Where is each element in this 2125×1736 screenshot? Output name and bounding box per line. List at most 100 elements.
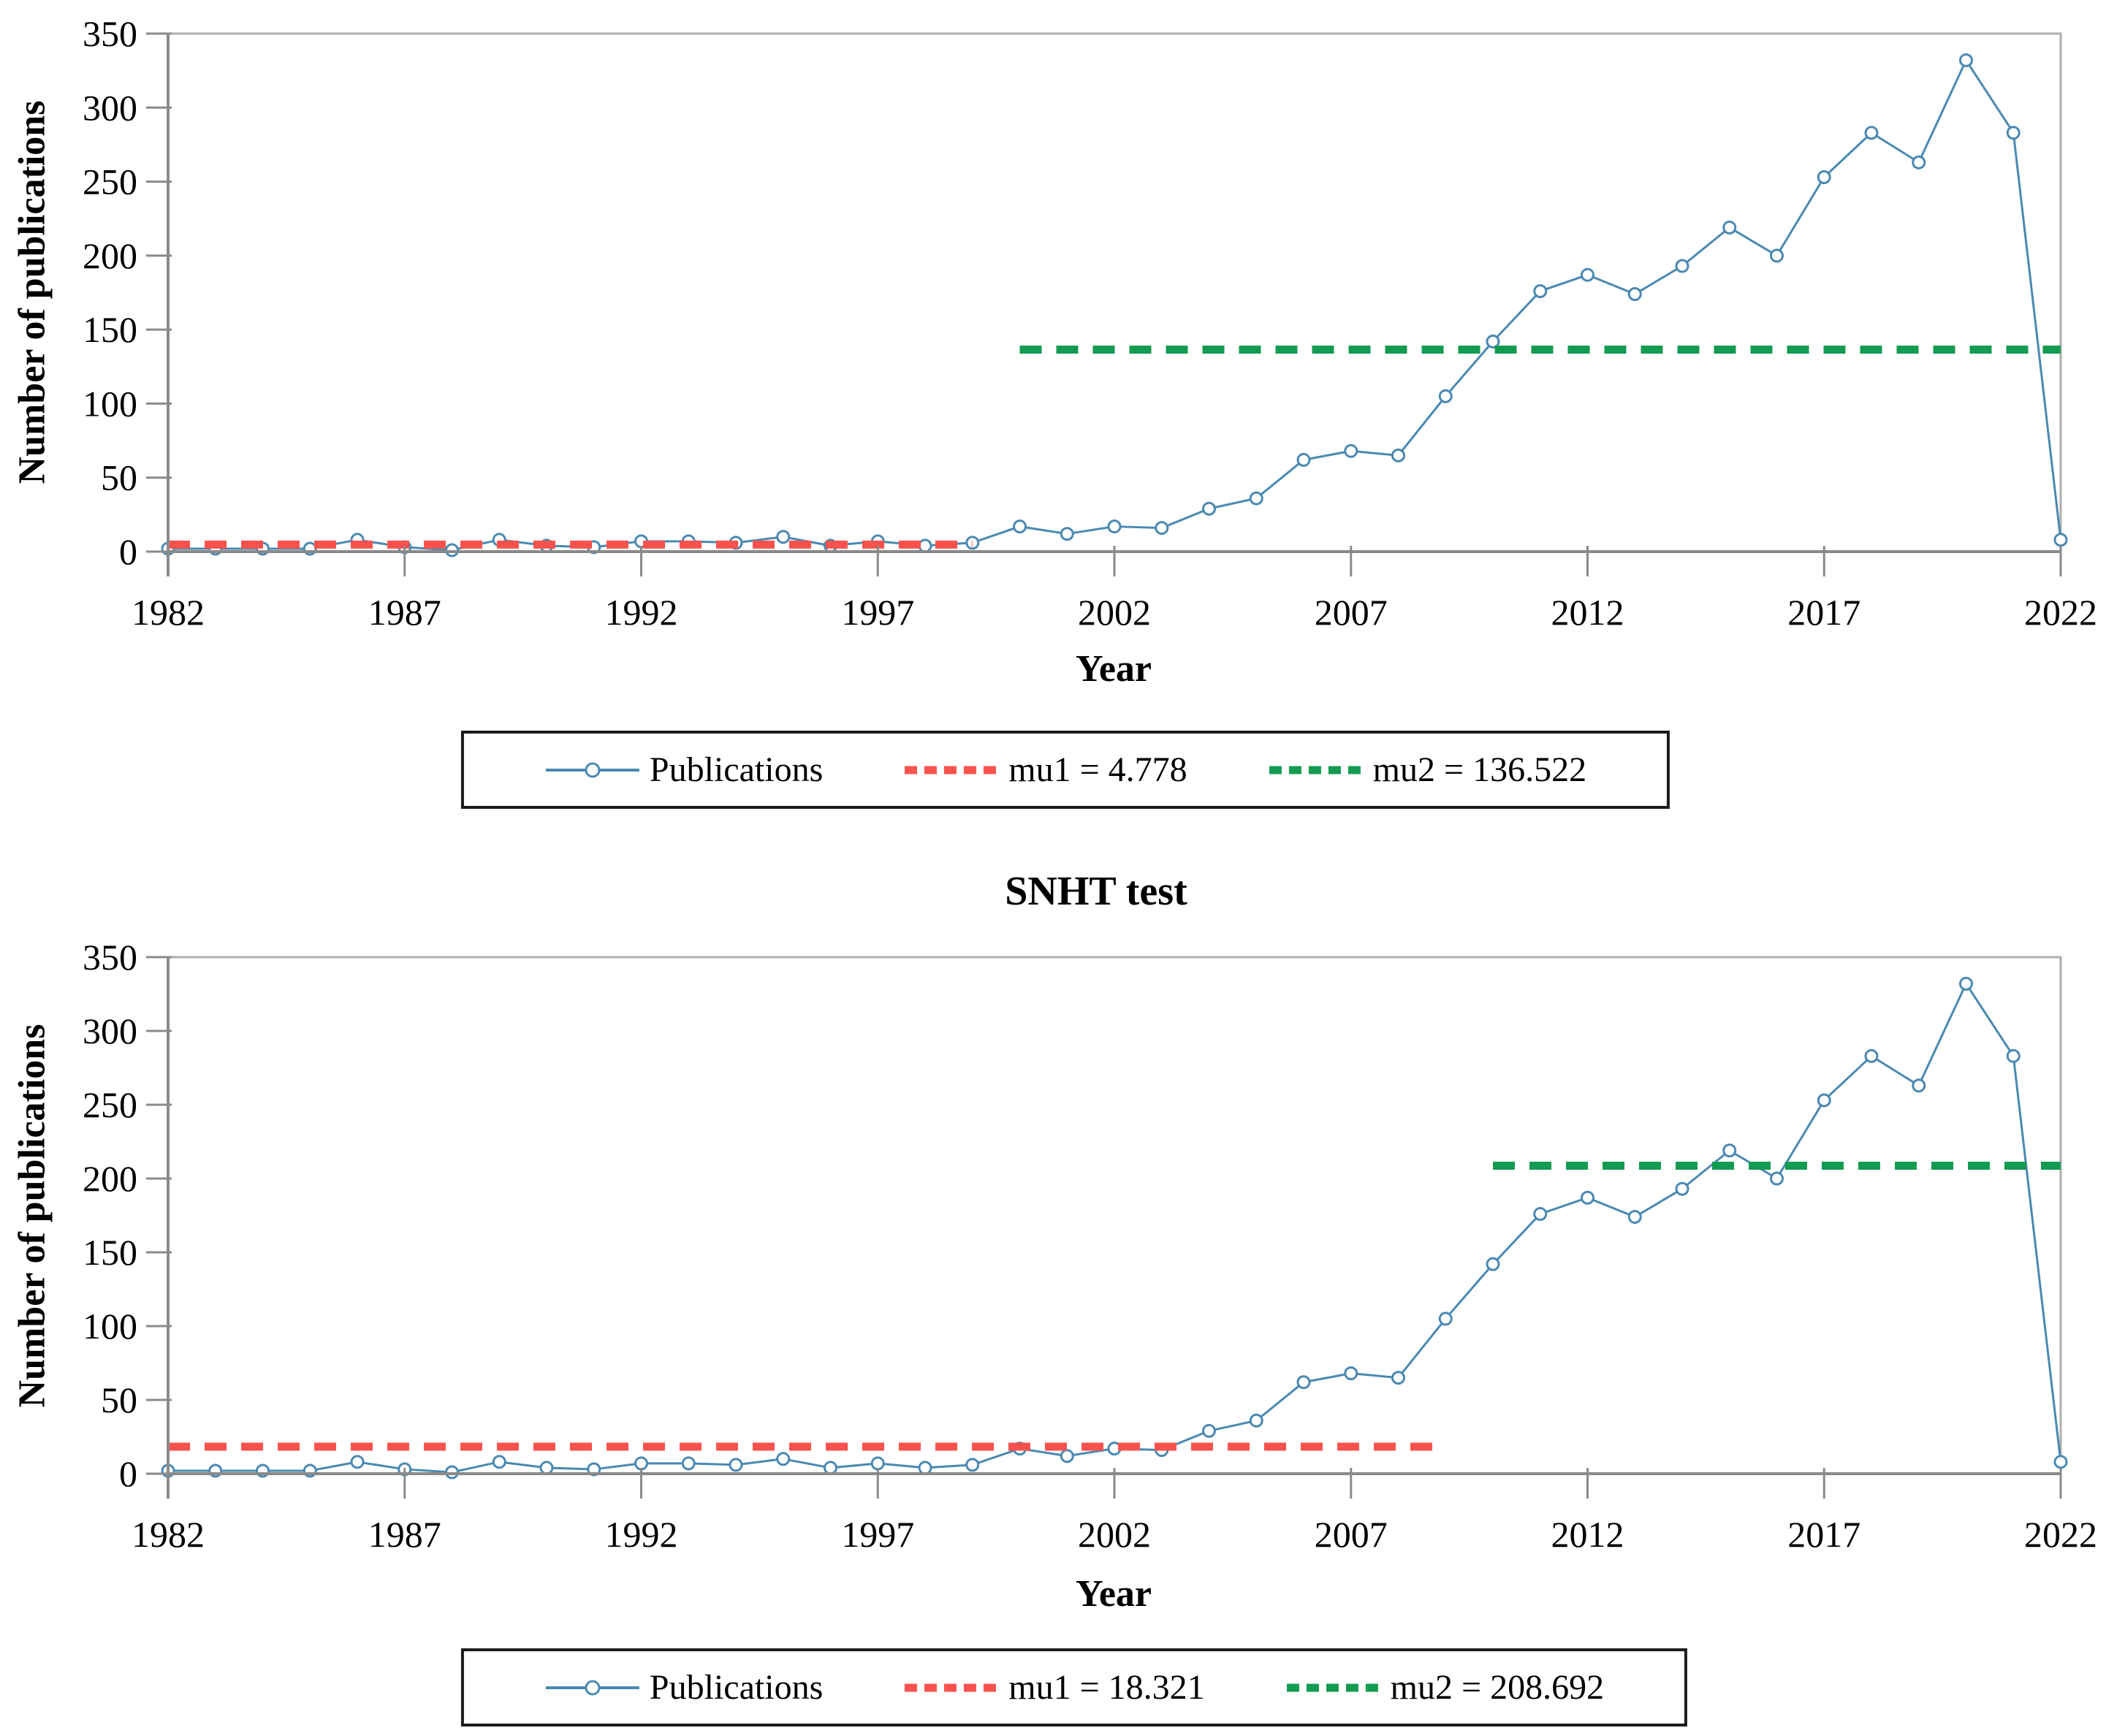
publications-line-key (545, 762, 639, 777)
publications-point (965, 1458, 980, 1472)
x-axis-title: Year (1076, 1573, 1152, 1615)
legend: Publications mu1 = 4.778 mu2 = 136.522 (460, 731, 1670, 809)
legend-label-mu2: mu2 = 208.692 (1390, 1668, 1605, 1707)
publications-point (1817, 170, 1831, 184)
legend-item-publications: Publications (544, 1667, 823, 1708)
publications-point (1675, 259, 1689, 273)
publications-point (1864, 1048, 1879, 1063)
plot-border (167, 956, 2062, 1475)
publications-point (1912, 1078, 1926, 1093)
publications-point (1817, 1093, 1831, 1108)
publications-point (445, 1465, 459, 1480)
publications-point (634, 1456, 648, 1471)
publications-point (1486, 1257, 1500, 1271)
publications-point (1344, 1366, 1358, 1381)
publications-point (1438, 1311, 1453, 1326)
publications-point (1770, 248, 1784, 263)
legend-label-mu2: mu2 = 136.522 (1372, 750, 1587, 789)
snht-chart-plot: 0 50 100 150 200 250 300 350 1982 1987 1992 1997 200… (83, 937, 2097, 1555)
publications-point (681, 1456, 696, 1471)
publications-point (2053, 1455, 2068, 1469)
x-tick-label: 2007 (1315, 1514, 1388, 1555)
y-tick-label: 300 (83, 87, 137, 128)
publications-point (1249, 1413, 1263, 1428)
publications-point (1959, 53, 1973, 67)
chart-title-snht: SNHT test (1005, 869, 1187, 914)
publications-point (2053, 533, 2068, 547)
legend-item-publications: Publications (544, 750, 823, 790)
publications-point (1627, 287, 1642, 302)
y-tick-label: 150 (83, 1232, 137, 1273)
mu2-dashed-line-key (1269, 766, 1363, 774)
legend-label-publications: Publications (649, 1668, 824, 1707)
mu1-dashed-line-key (905, 1683, 999, 1691)
y-tick-label: 50 (101, 457, 137, 498)
y-tick-label: 350 (83, 937, 137, 978)
publications-point (918, 1461, 932, 1475)
x-tick-label: 1987 (368, 592, 441, 633)
mu2-dashed-line-key (1286, 1683, 1380, 1691)
y-tick-label: 100 (83, 383, 137, 424)
y-tick-label: 50 (101, 1379, 137, 1420)
publications-point (445, 543, 459, 557)
publications-point (1296, 452, 1311, 467)
y-tick-label: 100 (83, 1306, 137, 1347)
legend-label-mu1: mu1 = 18.321 (1008, 1668, 1205, 1707)
x-tick-label: 2017 (1787, 1514, 1860, 1555)
y-tick-label: 150 (83, 309, 137, 350)
publications-point (1438, 389, 1453, 403)
x-tick-label: 1982 (132, 1514, 205, 1555)
publications-point (1107, 519, 1122, 534)
publications-point (1060, 527, 1074, 541)
x-tick-label: 2002 (1078, 592, 1151, 633)
legend: Publications mu1 = 18.321 mu2 = 208.692 (460, 1648, 1688, 1727)
publications-point (1864, 126, 1879, 140)
y-axis-title: Number of publications (11, 1024, 53, 1408)
y-tick-label: 250 (83, 1084, 137, 1125)
publications-point (1155, 521, 1169, 536)
publications-line (168, 982, 2062, 1474)
publications-point (1202, 1423, 1216, 1438)
x-tick-label: 2022 (2024, 592, 2097, 633)
x-tick-label: 1997 (841, 1514, 914, 1555)
publications-point (1770, 1171, 1784, 1186)
publications-point (1581, 267, 1594, 282)
legend-item-mu2: mu2 = 136.522 (1268, 750, 1586, 790)
publications-point (776, 1452, 791, 1466)
legend-label-publications: Publications (649, 750, 824, 789)
x-tick-label: 2012 (1551, 1514, 1624, 1555)
x-tick-label: 2002 (1078, 1514, 1151, 1555)
publications-point (1959, 976, 1973, 991)
publications-point (870, 1456, 885, 1471)
publications-point (776, 530, 791, 544)
publications-point (1013, 519, 1027, 534)
x-axis-title: Year (1076, 648, 1152, 690)
legend-item-mu1: mu1 = 18.321 (903, 1667, 1205, 1708)
publications-line (168, 58, 2062, 552)
y-tick-label: 350 (83, 13, 137, 54)
y-tick-label: 300 (83, 1010, 137, 1051)
publications-point (1249, 491, 1263, 506)
x-tick-label: 1982 (132, 592, 205, 633)
legend-item-mu2: mu2 = 208.692 (1285, 1667, 1604, 1708)
publications-point (350, 1455, 365, 1469)
publications-point (1581, 1190, 1594, 1205)
x-tick-label: 2007 (1315, 592, 1388, 633)
publications-point (2006, 1048, 2021, 1063)
publications-point (1344, 443, 1358, 458)
x-tick-label: 2012 (1551, 592, 1624, 633)
y-tick-label: 200 (83, 235, 137, 276)
publications-point (1391, 1371, 1405, 1385)
publications-point (1533, 283, 1548, 298)
publications-point (965, 536, 980, 550)
publications-point (1202, 501, 1216, 516)
publications-point (1912, 155, 1926, 170)
y-tick-label: 0 (119, 1453, 137, 1494)
publications-point (1060, 1449, 1074, 1463)
y-tick-label: 200 (83, 1158, 137, 1199)
publications-point (824, 1461, 837, 1475)
publications-point (918, 538, 932, 553)
publications-line-key (545, 1680, 639, 1695)
x-tick-label: 2022 (2024, 1514, 2097, 1555)
